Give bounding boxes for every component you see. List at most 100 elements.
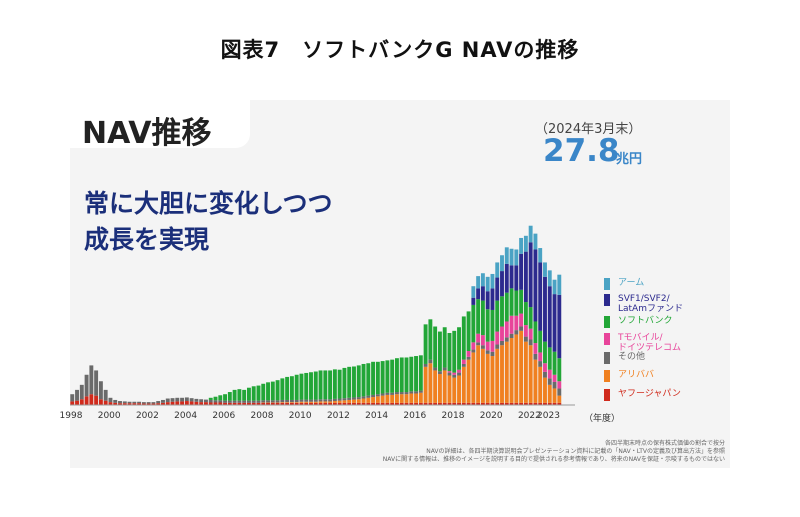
bar-segment <box>89 394 94 405</box>
bar-segment <box>552 294 557 352</box>
bar-segment <box>461 363 466 367</box>
bar-segment <box>347 399 352 403</box>
bar-segment <box>232 402 237 405</box>
bar-segment <box>552 351 557 375</box>
bar-segment <box>366 363 371 396</box>
bar-segment <box>538 330 543 353</box>
bar-segment <box>476 345 481 403</box>
bar-segment <box>94 395 99 405</box>
bar-segment <box>318 402 323 405</box>
bar-segment <box>175 397 180 402</box>
legend-label: その他 <box>618 352 646 362</box>
bar-segment <box>533 353 538 360</box>
bar-segment <box>337 400 342 403</box>
bar-segment <box>480 402 485 405</box>
x-tick-label: 1998 <box>59 411 83 421</box>
bar-segment <box>543 377 547 403</box>
bar-segment <box>118 403 122 405</box>
bar-segment <box>194 398 199 402</box>
bar-segment <box>437 374 442 403</box>
bar-segment <box>242 402 247 405</box>
bar-segment <box>103 400 108 405</box>
bar-segment <box>318 401 323 403</box>
bar-segment <box>204 402 208 405</box>
bar-segment <box>452 330 457 373</box>
bar-segment <box>409 402 414 405</box>
x-tick-label: 2020 <box>479 411 503 421</box>
bar-segment <box>395 392 399 395</box>
bar-segment <box>471 304 476 343</box>
bar-segment <box>70 394 75 402</box>
bar-segment <box>361 398 366 403</box>
bar-segment <box>251 402 256 405</box>
bar-segment <box>337 402 342 405</box>
bar-segment <box>495 331 500 345</box>
bar-segment <box>280 402 285 403</box>
legend-swatch <box>604 352 610 364</box>
bar-segment <box>371 394 376 398</box>
bar-segment <box>528 339 533 346</box>
bar-segment <box>266 402 270 405</box>
bar-segment <box>371 361 376 395</box>
bar-segment <box>79 399 84 405</box>
bar-segment <box>480 345 485 349</box>
bar-segment <box>98 381 103 400</box>
bar-segment <box>352 397 356 400</box>
bar-segment <box>141 402 146 404</box>
bar-segment <box>347 366 352 398</box>
bar-segment <box>447 402 452 405</box>
x-tick-label: 2018 <box>441 411 465 421</box>
bar-segment <box>151 402 156 404</box>
bar-segment <box>490 356 495 403</box>
bar-segment <box>547 347 552 370</box>
bar-segment <box>404 402 409 405</box>
bar-segment <box>294 402 299 403</box>
bar-segment <box>328 370 333 400</box>
bar-segment <box>246 387 251 401</box>
bar-segment <box>213 396 218 401</box>
bar-segment <box>275 402 280 405</box>
bar-segment <box>523 402 528 405</box>
bar-segment <box>399 392 404 395</box>
bar-segment <box>227 402 232 405</box>
bar-segment <box>375 402 380 405</box>
bar-segment <box>313 399 318 402</box>
bar-segment <box>75 400 79 405</box>
footnote-line-1: 各四半期末時点の保有株式価値の割合で按分 <box>604 440 725 447</box>
bar-segment <box>237 402 242 405</box>
bar-segment <box>523 341 528 403</box>
bar-segment <box>471 342 476 350</box>
bar-segment <box>218 402 223 405</box>
bar-segment <box>352 399 356 403</box>
legend-label: アーム <box>618 278 645 288</box>
bar-segment <box>547 369 552 379</box>
bar-segment <box>399 394 404 403</box>
bar-segment <box>533 343 538 354</box>
bar-segment <box>504 341 509 403</box>
bar-segment <box>495 402 500 405</box>
bar-segment <box>519 237 524 254</box>
bar-segment <box>538 402 543 405</box>
bar-segment <box>485 350 490 354</box>
bar-segment <box>538 262 543 331</box>
bar-segment <box>476 299 481 334</box>
bar-segment <box>528 225 533 243</box>
bar-segment <box>132 401 137 404</box>
bar-segment <box>490 351 495 357</box>
bar-segment <box>442 402 447 405</box>
legend-swatch <box>604 333 610 345</box>
bar-segment <box>275 380 280 401</box>
bar-segment <box>500 402 504 405</box>
bar-segment <box>184 401 189 405</box>
bar-segment <box>476 342 481 346</box>
bar-segment <box>280 402 285 405</box>
bar-segment <box>280 399 285 403</box>
bar-segment <box>294 374 299 400</box>
bar-segment <box>242 400 247 403</box>
bar-segment <box>385 360 390 393</box>
bar-segment <box>528 328 533 340</box>
latest-as-of: （2024年3月末） <box>535 122 642 137</box>
bar-segment <box>423 402 428 405</box>
bar-segment <box>299 399 304 402</box>
bar-segment <box>304 372 309 400</box>
